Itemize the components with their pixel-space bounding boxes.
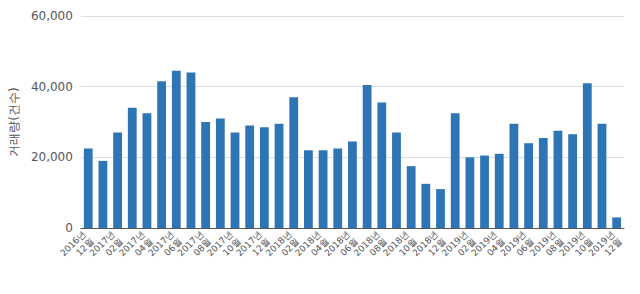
- svg-text:2018년: 2018년: [381, 228, 411, 259]
- svg-text:2018년: 2018년: [293, 228, 323, 259]
- svg-text:2018년: 2018년: [322, 228, 353, 259]
- svg-text:2019년: 2019년: [498, 228, 529, 259]
- svg-text:06월: 06월: [162, 236, 184, 258]
- svg-text:2017년: 2017년: [117, 228, 147, 259]
- svg-text:06월: 06월: [514, 236, 536, 258]
- svg-text:12월: 12월: [74, 236, 96, 258]
- svg-text:06월: 06월: [338, 236, 360, 258]
- svg-text:2019년: 2019년: [557, 228, 587, 259]
- svg-text:08월: 08월: [191, 236, 214, 258]
- svg-text:08월: 08월: [543, 236, 566, 258]
- svg-text:거래량(건수): 거래량(건수): [7, 87, 21, 156]
- svg-text:2018년: 2018년: [351, 228, 382, 259]
- svg-text:10월: 10월: [220, 236, 243, 258]
- svg-text:02월: 02월: [103, 236, 125, 258]
- svg-text:04월: 04월: [132, 236, 155, 258]
- svg-text:2016년: 2016년: [58, 228, 88, 259]
- svg-text:04월: 04월: [485, 236, 507, 258]
- svg-text:2019년: 2019년: [586, 228, 617, 259]
- svg-text:2019년: 2019년: [439, 228, 470, 259]
- svg-text:12월: 12월: [250, 236, 272, 258]
- svg-text:2017년: 2017년: [234, 228, 264, 259]
- svg-text:60,000: 60,000: [31, 9, 73, 23]
- svg-text:2017년: 2017년: [175, 228, 206, 259]
- svg-text:02월: 02월: [455, 236, 478, 258]
- svg-text:08월: 08월: [367, 236, 390, 258]
- svg-text:12월: 12월: [603, 236, 625, 258]
- svg-text:04월: 04월: [309, 236, 331, 258]
- svg-text:2017년: 2017년: [205, 228, 235, 259]
- svg-text:20,000: 20,000: [31, 150, 73, 164]
- svg-text:2018년: 2018년: [410, 228, 441, 259]
- svg-text:40,000: 40,000: [31, 80, 73, 94]
- svg-text:0: 0: [65, 221, 73, 235]
- svg-text:10월: 10월: [573, 236, 595, 258]
- svg-text:2018년: 2018년: [263, 228, 294, 259]
- svg-text:02월: 02월: [279, 236, 302, 258]
- svg-text:2017년: 2017년: [87, 228, 118, 259]
- svg-text:2017년: 2017년: [146, 228, 176, 259]
- svg-text:2019년: 2019년: [469, 228, 499, 259]
- svg-text:2019년: 2019년: [528, 228, 558, 259]
- svg-text:10월: 10월: [397, 236, 419, 258]
- svg-text:12월: 12월: [426, 236, 448, 258]
